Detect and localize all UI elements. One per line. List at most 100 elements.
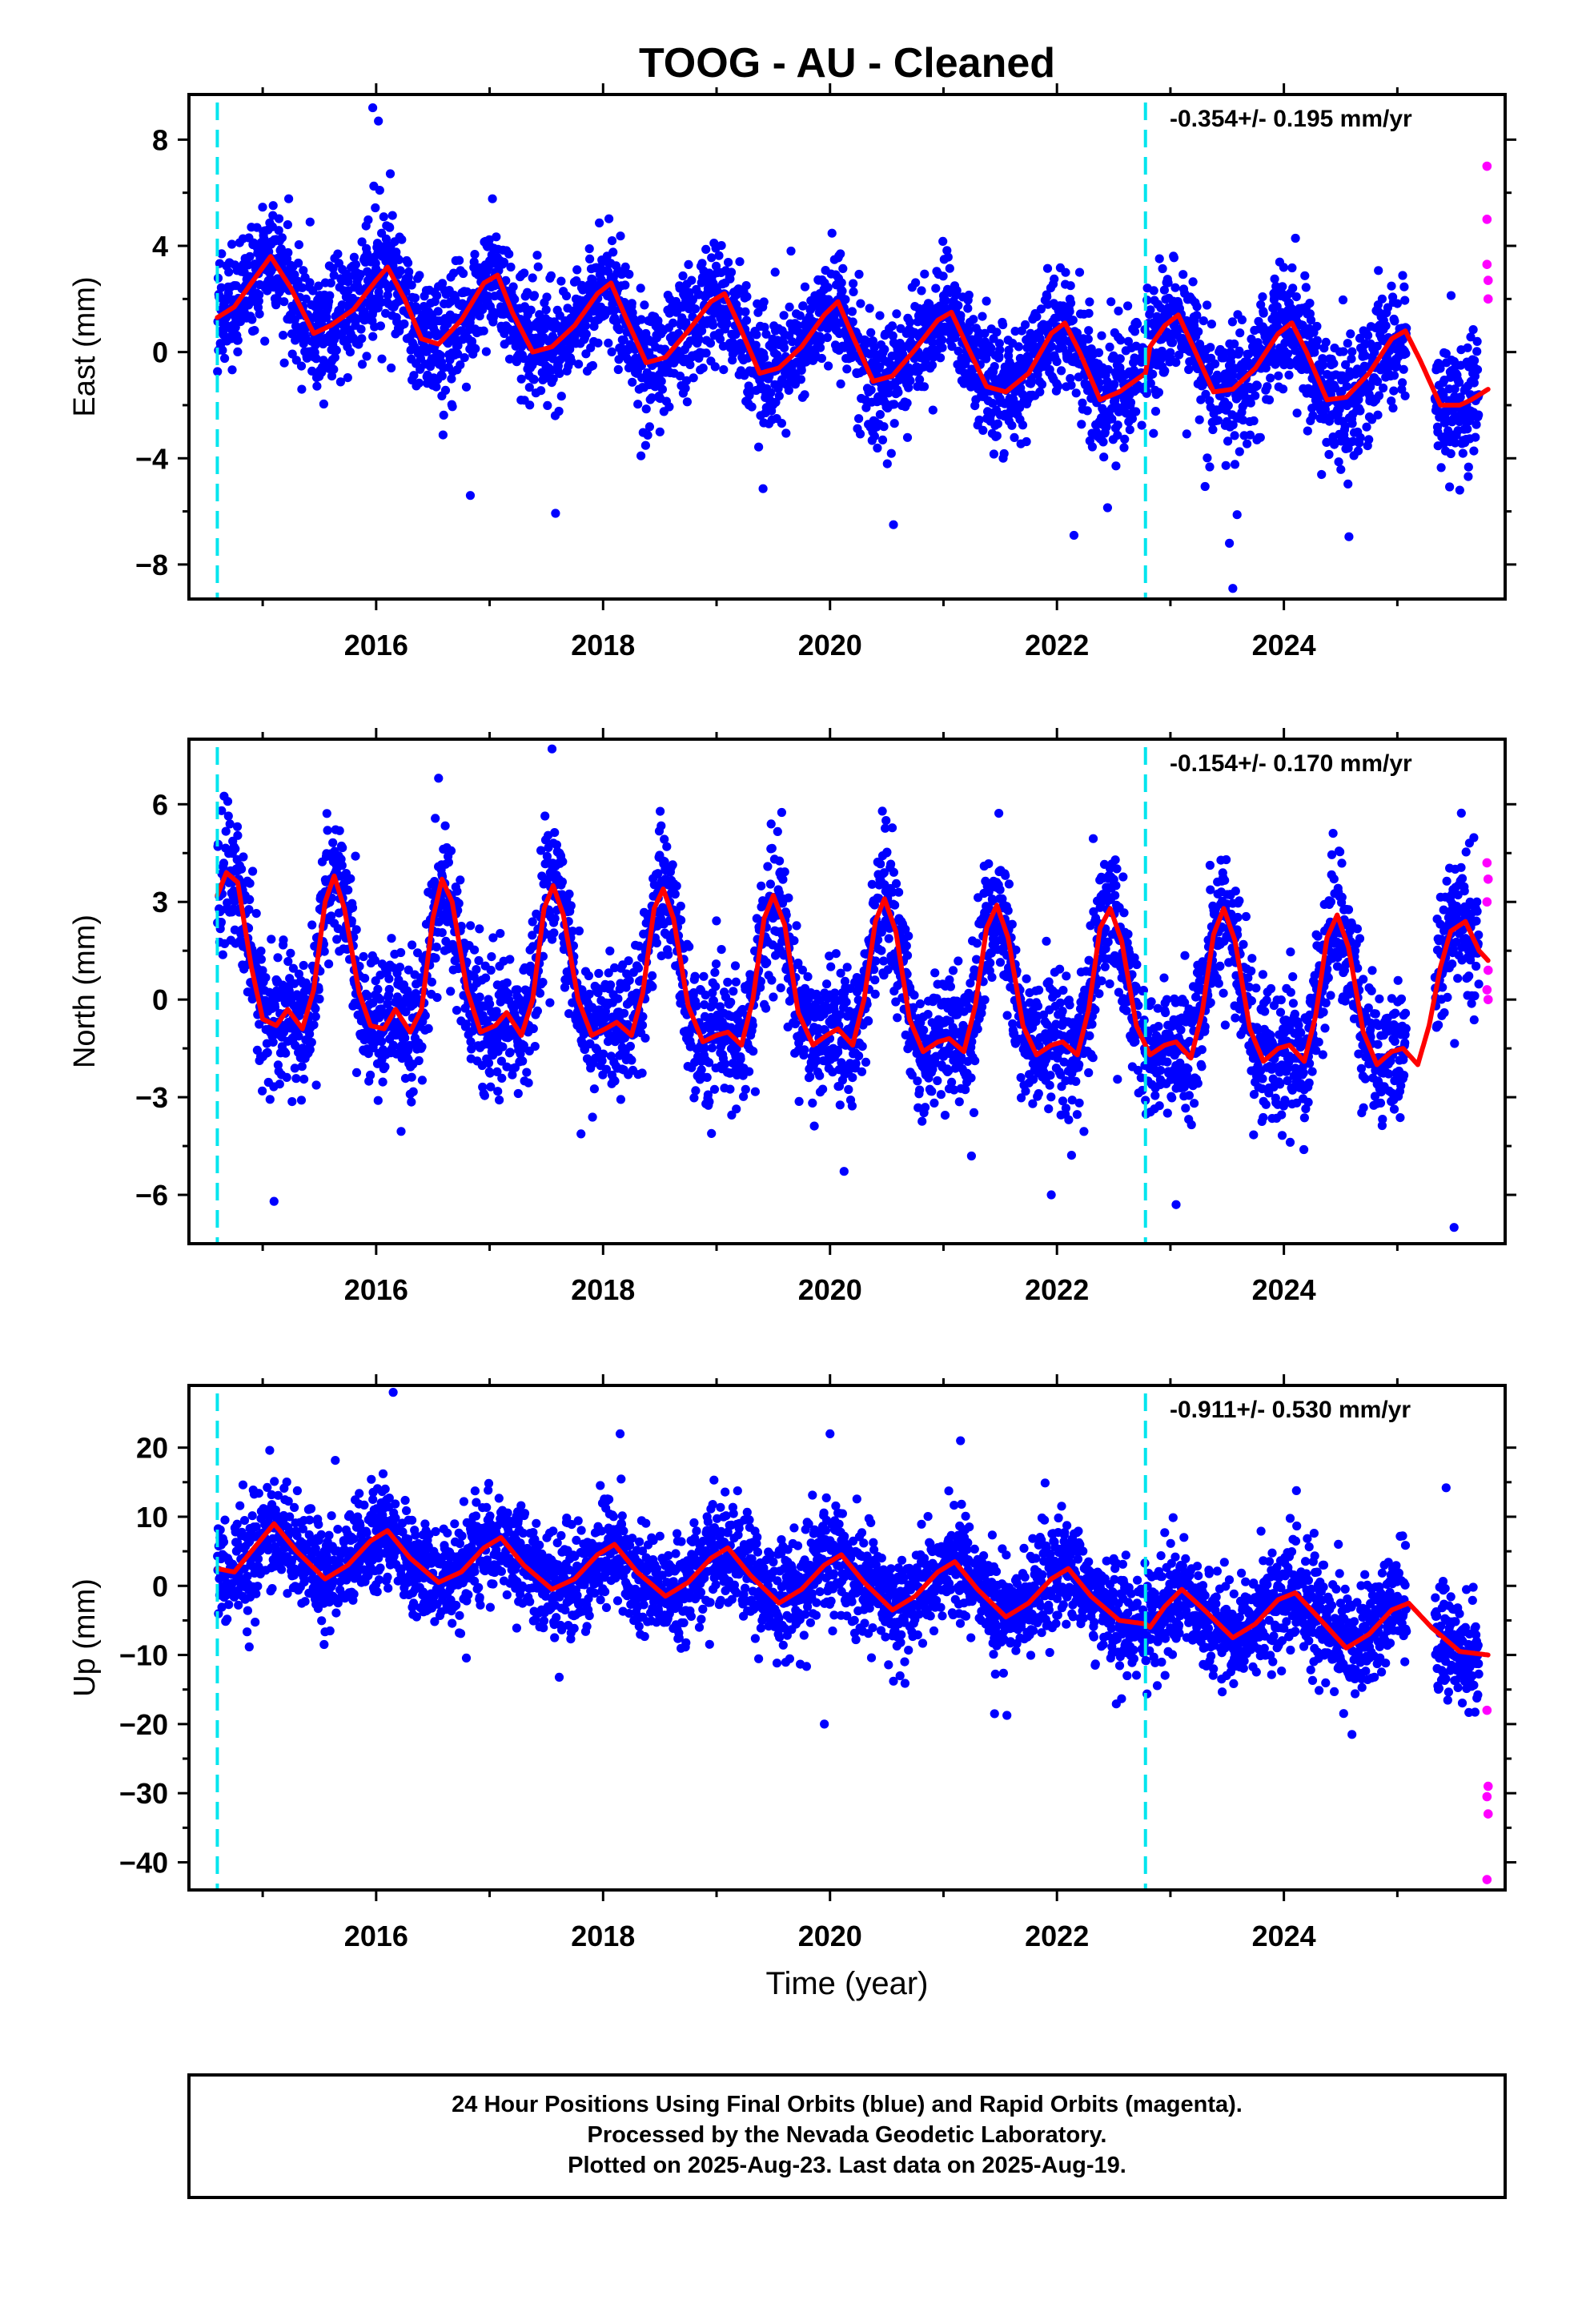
data-point — [1451, 438, 1460, 448]
data-point — [535, 988, 545, 998]
data-point — [760, 353, 769, 363]
data-point — [800, 390, 809, 400]
data-point — [1146, 305, 1155, 315]
data-point — [481, 973, 491, 983]
data-point — [880, 344, 889, 354]
data-point — [882, 459, 892, 468]
data-point — [1125, 425, 1134, 435]
data-point — [1400, 391, 1410, 400]
data-point — [1363, 331, 1373, 340]
data-point — [258, 1086, 267, 1096]
data-point — [319, 947, 329, 956]
data-point — [216, 283, 226, 292]
data-point — [1113, 430, 1122, 440]
data-point — [319, 399, 328, 409]
data-point — [409, 371, 419, 380]
data-point — [498, 1042, 508, 1051]
data-point — [760, 323, 769, 332]
data-point — [447, 374, 456, 384]
data-point — [1455, 485, 1464, 495]
data-point — [1300, 271, 1310, 280]
data-point — [1244, 349, 1254, 359]
data-point — [220, 353, 230, 364]
rapid-orbit-points — [1482, 161, 1493, 304]
data-point — [1364, 435, 1374, 444]
data-point — [1399, 364, 1408, 374]
data-point — [1097, 331, 1106, 340]
data-point — [1119, 443, 1129, 452]
data-point — [223, 898, 232, 907]
data-point — [333, 249, 343, 259]
data-point — [294, 258, 303, 268]
data-point — [1246, 398, 1255, 408]
data-point — [312, 381, 322, 391]
data-point — [513, 1088, 523, 1099]
data-point — [385, 169, 396, 179]
data-point — [324, 959, 334, 969]
data-point — [394, 255, 404, 264]
data-point — [620, 262, 630, 271]
data-point — [479, 326, 488, 336]
data-point — [781, 428, 791, 438]
data-point — [366, 1070, 375, 1080]
data-point — [624, 269, 634, 279]
data-point — [556, 276, 566, 286]
data-point — [1472, 347, 1482, 356]
data-point — [291, 356, 301, 365]
data-point — [279, 331, 288, 340]
data-point — [694, 335, 704, 344]
data-point — [581, 329, 591, 339]
data-point — [349, 252, 359, 262]
data-point — [942, 246, 952, 255]
data-point — [311, 1080, 321, 1090]
data-point — [1342, 382, 1351, 392]
data-point — [714, 251, 724, 260]
data-point — [261, 973, 271, 983]
data-point — [1223, 400, 1233, 410]
data-point — [1087, 442, 1097, 452]
data-point — [947, 341, 957, 352]
data-point — [1398, 271, 1407, 280]
data-point — [1182, 429, 1191, 439]
data-point — [454, 899, 464, 908]
data-point — [888, 331, 897, 340]
data-point — [974, 415, 984, 425]
x-tick-label: 2016 — [344, 629, 408, 661]
data-point — [1320, 404, 1330, 414]
data-point — [640, 440, 651, 450]
data-point — [277, 233, 287, 243]
data-point — [524, 383, 534, 392]
data-point — [345, 348, 355, 357]
data-point — [343, 885, 353, 895]
data-point — [417, 1076, 428, 1085]
data-point — [276, 244, 286, 254]
data-point — [1338, 295, 1348, 305]
data-point — [362, 352, 371, 361]
data-point — [1319, 360, 1328, 370]
data-point — [331, 345, 341, 355]
data-point — [604, 338, 613, 348]
data-point — [1018, 420, 1028, 430]
data-point — [446, 987, 456, 996]
data-point — [1114, 306, 1123, 316]
data-point — [357, 360, 367, 369]
data-point — [1456, 392, 1465, 402]
data-point — [233, 347, 243, 356]
data-point — [1094, 378, 1104, 388]
data-point — [453, 349, 463, 359]
data-point — [533, 262, 543, 271]
data-point — [378, 1077, 387, 1087]
data-point — [988, 398, 998, 408]
data-point — [856, 299, 865, 308]
data-point — [335, 377, 345, 387]
data-point — [1235, 346, 1244, 356]
data-point — [1227, 317, 1237, 327]
data-point — [709, 320, 718, 330]
data-point — [526, 305, 536, 315]
data-point — [735, 257, 745, 267]
y-tick-label: −4 — [135, 442, 168, 475]
data-point — [1258, 292, 1267, 302]
data-point — [470, 945, 480, 955]
data-point — [530, 1042, 540, 1051]
data-point — [1036, 304, 1046, 314]
